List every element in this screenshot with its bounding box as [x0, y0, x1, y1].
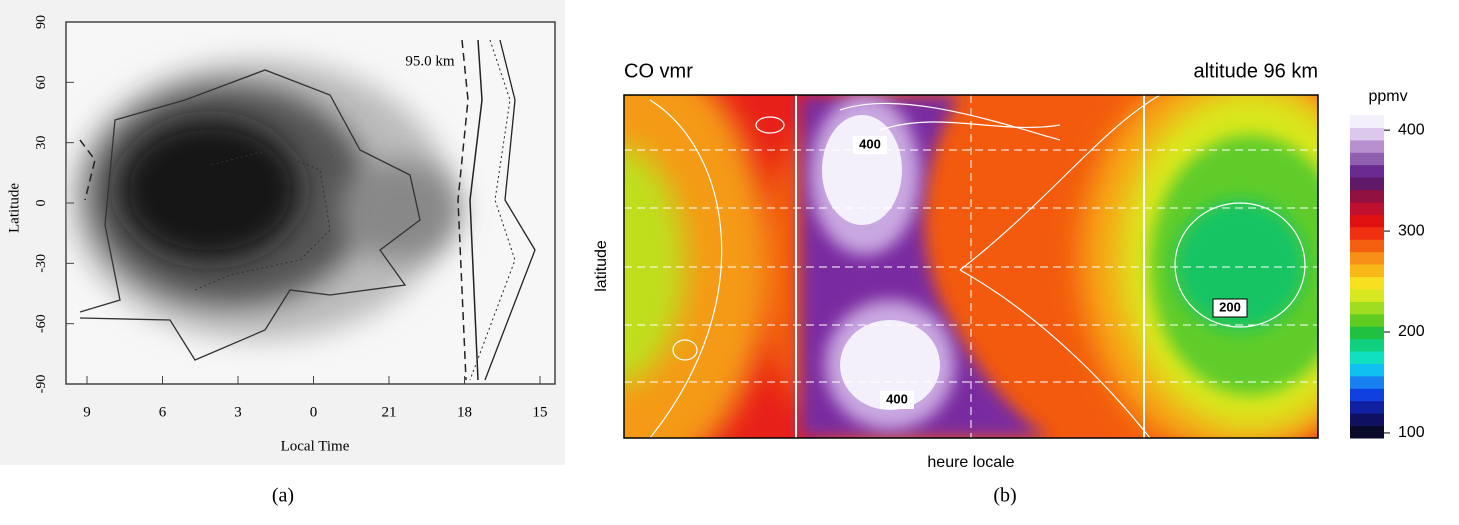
annotation: 95.0 km: [405, 53, 455, 69]
y-tick-label: 90: [34, 15, 49, 29]
colorbar-tick-label: 300: [1398, 222, 1425, 239]
colorbar-step: [1350, 375, 1384, 389]
colorbar-step: [1350, 288, 1384, 302]
colorbar-step: [1350, 313, 1384, 327]
colorbar-step: [1350, 264, 1384, 277]
y-tick-label: 30: [34, 136, 49, 150]
colorbar-step: [1350, 189, 1384, 203]
y-tick-label: -90: [34, 375, 49, 394]
colorbar-step: [1350, 152, 1384, 166]
colorbar-step: [1350, 201, 1384, 215]
contour-label: 200: [1219, 299, 1241, 314]
colorbar-step: [1350, 115, 1384, 128]
colorbar-step: [1350, 301, 1384, 315]
colorbar-step: [1350, 326, 1384, 340]
x-tick-label: 18: [457, 404, 472, 420]
x-tick-label: 21: [382, 404, 397, 420]
colorbar-step: [1350, 251, 1384, 265]
colorbar-tick-label: 400: [1398, 121, 1425, 138]
colorbar: 100 200 300 400: [1350, 115, 1425, 441]
colorbar-step: [1350, 276, 1384, 290]
caption: (b): [993, 485, 1016, 507]
y-axis-label: latitude: [593, 240, 610, 292]
colorbar-step: [1350, 425, 1384, 439]
x-tick-label: 0: [310, 404, 318, 420]
colorbar-label: ppmv: [1368, 88, 1407, 105]
label-box: [880, 391, 914, 409]
y-tick-label: -30: [34, 254, 49, 273]
colorbar-step: [1350, 127, 1384, 141]
caption: (a): [272, 485, 294, 507]
contour-label: 400: [886, 391, 908, 406]
colorbar-tick-label: 200: [1398, 323, 1425, 340]
x-tick-label: 3: [234, 404, 242, 420]
colorbar-step: [1350, 164, 1384, 178]
colorbar-step: [1350, 413, 1384, 427]
chart-title: CO vmr: [624, 60, 693, 82]
colorbar-step: [1350, 400, 1384, 414]
x-tick-label: 9: [83, 404, 91, 420]
colorbar-step: [1350, 214, 1384, 228]
colorbar-tick-label: 100: [1398, 424, 1425, 441]
colorbar-step: [1350, 363, 1384, 377]
colorbar-step: [1350, 351, 1384, 364]
label-box: [853, 136, 887, 154]
colorbar-step: [1350, 177, 1384, 191]
y-axis-label: Latitude: [6, 183, 22, 233]
y-tick-label: -60: [34, 314, 49, 333]
colorbar-step: [1350, 388, 1384, 402]
panel-b-frame: [623, 94, 1319, 439]
chart-subtitle: altitude 96 km: [1193, 60, 1318, 82]
colorbar-step: [1350, 139, 1384, 153]
colorbar-step: [1350, 338, 1384, 352]
x-axis-label: Local Time: [281, 438, 350, 454]
contour-label: 400: [859, 136, 881, 151]
y-tick-label: 0: [34, 200, 49, 207]
x-tick-label: 15: [533, 404, 548, 420]
x-tick-label: 6: [159, 404, 167, 420]
panel-a-field: [70, 39, 536, 381]
label-box: [1212, 298, 1248, 318]
colorbar-step: [1350, 239, 1384, 253]
y-tick-label: 60: [34, 75, 49, 89]
x-axis-label: heure locale: [927, 454, 1014, 471]
colorbar-step: [1350, 226, 1384, 240]
